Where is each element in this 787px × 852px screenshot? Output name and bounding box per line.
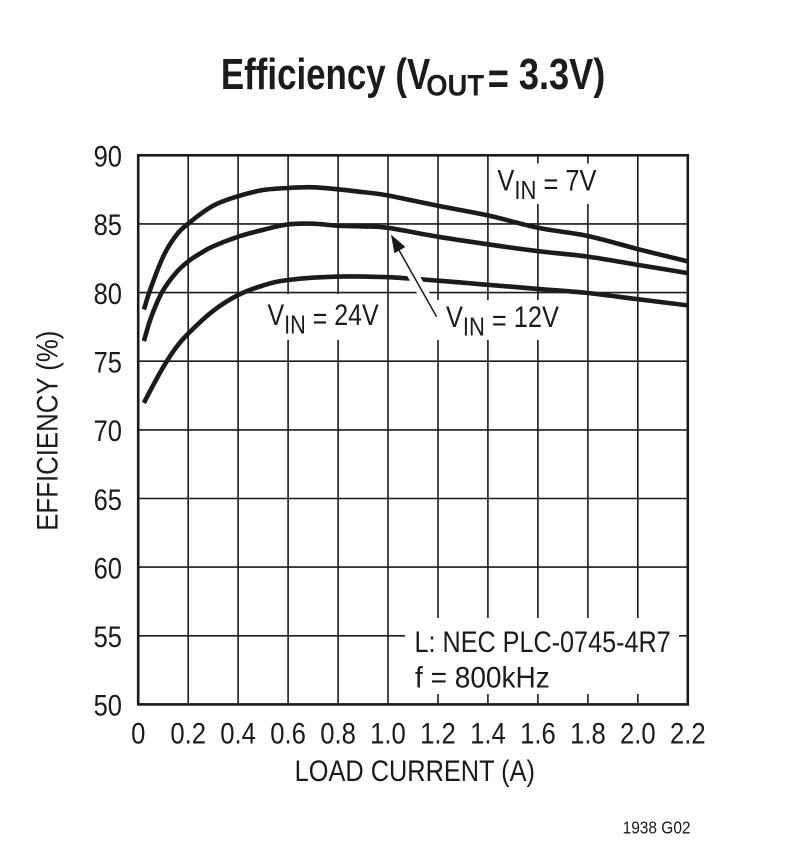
svg-text:60: 60 [94, 551, 122, 584]
svg-text:1.8: 1.8 [570, 717, 606, 750]
svg-text:75: 75 [94, 346, 122, 379]
svg-text:1.0: 1.0 [370, 717, 406, 750]
svg-text:2.2: 2.2 [670, 717, 706, 750]
svg-text:85: 85 [94, 208, 122, 241]
svg-text:1.2: 1.2 [420, 717, 456, 750]
svg-text:90: 90 [94, 140, 122, 173]
svg-text:L: NEC PLC-0745-4R7: L: NEC PLC-0745-4R7 [415, 625, 671, 659]
svg-text:1.6: 1.6 [520, 717, 556, 750]
svg-text:f = 800kHz: f = 800kHz [415, 662, 550, 695]
svg-text:0.6: 0.6 [270, 717, 306, 750]
svg-text:50: 50 [94, 689, 122, 722]
svg-text:2.0: 2.0 [620, 717, 656, 750]
svg-text:80: 80 [94, 277, 122, 310]
svg-text:70: 70 [94, 414, 122, 447]
svg-text:0.8: 0.8 [320, 717, 356, 750]
svg-text:LOAD CURRENT (A): LOAD CURRENT (A) [295, 754, 535, 787]
svg-text:= 3.3V): = 3.3V) [488, 50, 606, 103]
svg-text:0.4: 0.4 [220, 717, 256, 750]
svg-text:OUT: OUT [426, 69, 484, 102]
svg-text:1938 G02: 1938 G02 [623, 817, 691, 837]
svg-text:Efficiency (V: Efficiency (V [221, 50, 431, 99]
svg-text:65: 65 [94, 483, 122, 516]
svg-text:55: 55 [94, 620, 122, 653]
svg-text:0.2: 0.2 [170, 717, 206, 750]
svg-text:0: 0 [131, 717, 145, 750]
svg-text:EFFICIENCY (%): EFFICIENCY (%) [31, 331, 64, 531]
svg-text:1.4: 1.4 [470, 717, 506, 750]
